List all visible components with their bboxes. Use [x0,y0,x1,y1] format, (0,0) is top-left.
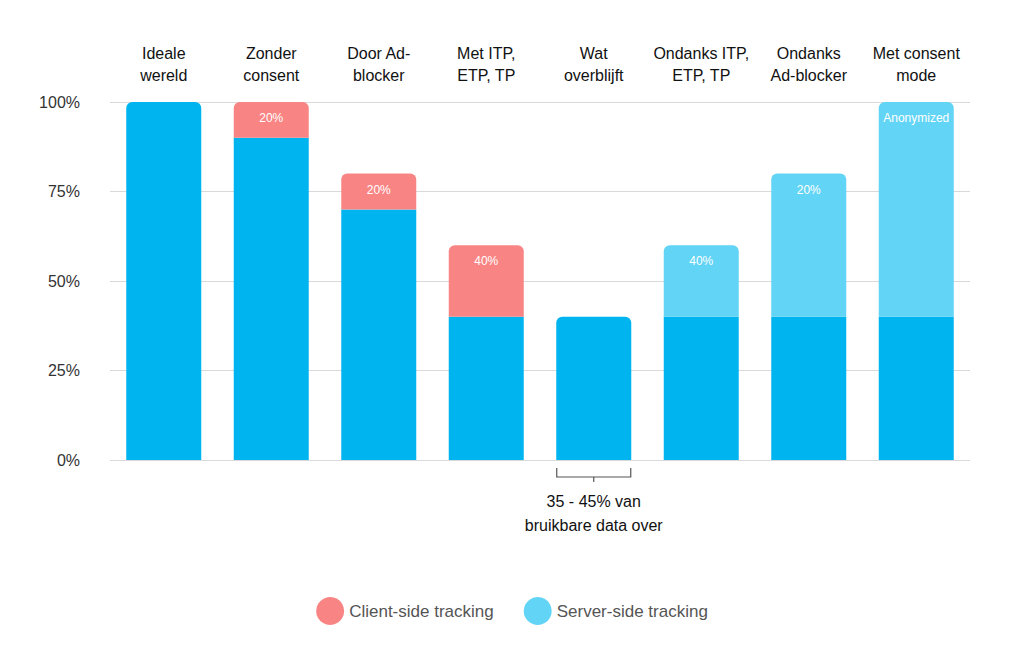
svg-text:Met consent: Met consent [873,45,961,62]
svg-text:Ad-blocker: Ad-blocker [771,67,848,84]
svg-text:50%: 50% [48,273,80,290]
svg-text:Zonder: Zonder [246,45,297,62]
svg-text:Wat: Wat [580,45,608,62]
svg-text:Ondanks ITP,: Ondanks ITP, [653,45,749,62]
svg-text:Door Ad-: Door Ad- [347,45,410,62]
svg-text:25%: 25% [48,362,80,379]
svg-text:35 - 45% van: 35 - 45% van [547,493,641,510]
svg-text:40%: 40% [474,254,498,268]
svg-text:40%: 40% [689,254,713,268]
svg-text:20%: 20% [367,183,391,197]
svg-text:Server-side tracking: Server-side tracking [557,602,708,621]
svg-text:consent: consent [243,67,300,84]
svg-text:ETP, TP: ETP, TP [672,67,730,84]
svg-text:Anonymized: Anonymized [883,111,949,125]
svg-text:Ideale: Ideale [142,45,186,62]
svg-text:overblijft: overblijft [564,67,624,84]
svg-text:mode: mode [896,67,936,84]
svg-text:ETP, TP: ETP, TP [457,67,515,84]
svg-text:Ondanks: Ondanks [777,45,841,62]
svg-text:75%: 75% [48,183,80,200]
svg-text:blocker: blocker [353,67,405,84]
svg-text:0%: 0% [57,452,80,469]
svg-text:Client-side tracking: Client-side tracking [349,602,494,621]
svg-text:Met ITP,: Met ITP, [457,45,515,62]
svg-text:wereld: wereld [139,67,187,84]
svg-text:20%: 20% [259,111,283,125]
svg-text:bruikbare data over: bruikbare data over [525,517,664,534]
svg-text:100%: 100% [39,94,80,111]
svg-text:20%: 20% [797,183,821,197]
